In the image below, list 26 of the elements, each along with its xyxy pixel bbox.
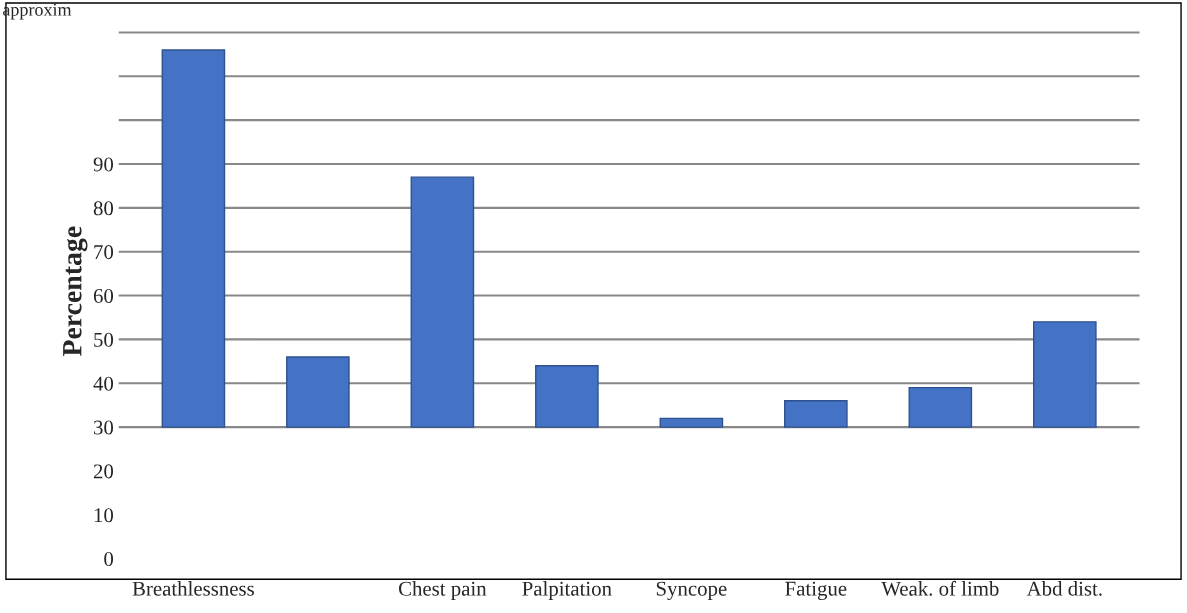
x-tick-label: Chest pain [398, 581, 487, 600]
bar [286, 356, 350, 428]
y-tick-label: 0 [104, 552, 114, 567]
y-tick-label: 90 [93, 157, 114, 172]
x-tick-label: Fatigue [785, 581, 847, 600]
y-tick-label: 10 [94, 508, 114, 523]
x-tick-label: Weak. of limb [881, 580, 999, 596]
x-tick-label: Syncope [656, 581, 727, 600]
x-tick-label: Palpitation [522, 581, 612, 600]
bar [535, 365, 599, 428]
y-tick-label: 40 [93, 376, 114, 391]
y-tick-label: 60 [93, 288, 114, 303]
bar [161, 49, 226, 428]
y-tick-label: 80 [93, 201, 114, 216]
x-tick-label: Abd dist. [1026, 581, 1102, 596]
y-tick-label: 50 [94, 332, 114, 347]
bar [1033, 321, 1097, 428]
bar [908, 386, 973, 428]
y-axis-title: Percentage [63, 226, 88, 357]
y-tick-label: 30 [94, 420, 114, 435]
y-tick-label: 70 [94, 245, 114, 260]
x-tick-label: Breathlessness [132, 581, 254, 596]
bar [659, 417, 724, 428]
bar [784, 400, 848, 428]
y-tick-label: 20 [93, 464, 114, 479]
bar [410, 176, 475, 428]
